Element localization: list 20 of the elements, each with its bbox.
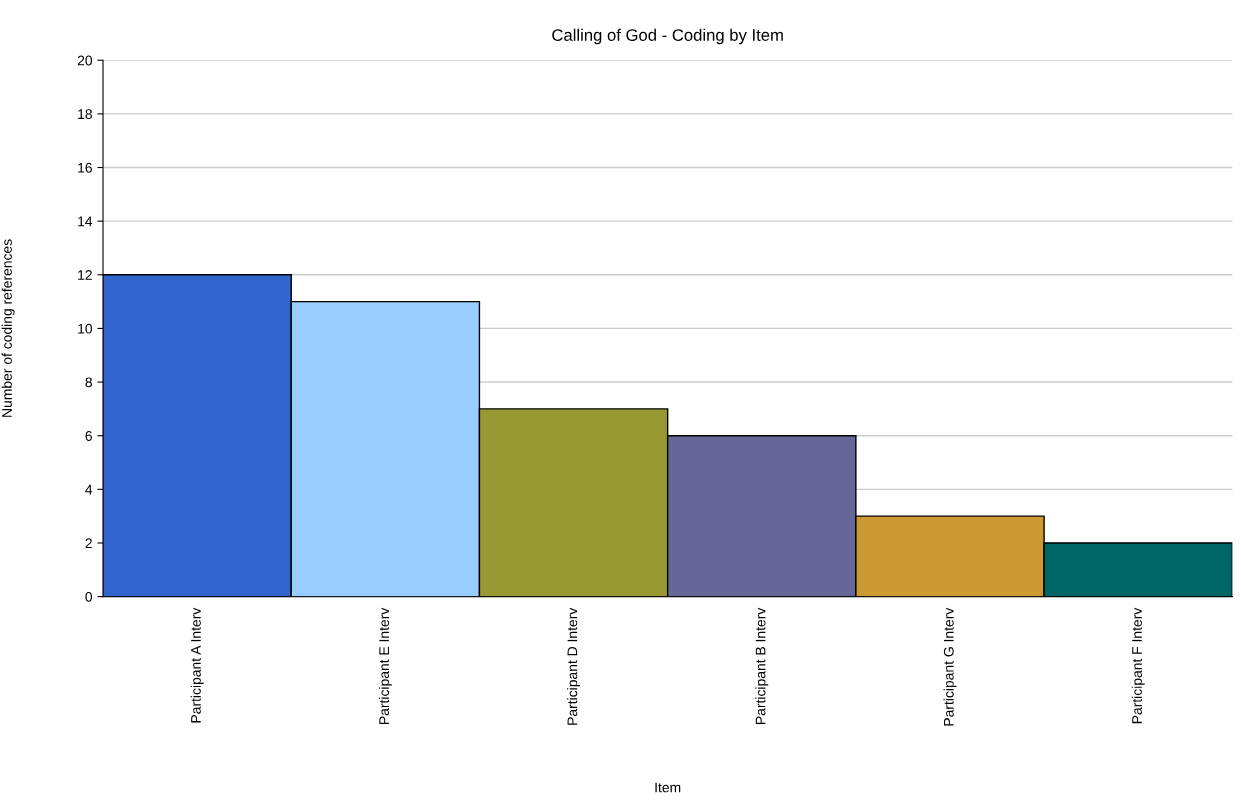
- x-tick-label: Participant A Interv: [190, 607, 204, 723]
- x-tick-label: Participant B Interv: [755, 607, 769, 724]
- x-tick-label: Participant F Interv: [1131, 607, 1145, 724]
- y-axis-title: Number of coding references: [1, 239, 15, 417]
- x-tick-label: Participant G Interv: [943, 607, 957, 726]
- y-tick-label: 2: [85, 538, 92, 549]
- chart-title: Calling of God - Coding by Item: [552, 28, 783, 45]
- y-tick-label: 6: [85, 431, 92, 441]
- y-tick-label: 0: [85, 591, 93, 602]
- x-tick-label: Participant D Interv: [567, 607, 581, 725]
- y-tick-label: 20: [77, 55, 93, 66]
- y-tick-label: 14: [78, 216, 93, 227]
- y-tick-label: 16: [78, 162, 92, 173]
- y-tick-label: 18: [78, 109, 92, 120]
- x-tick-label: Participant E Interv: [378, 607, 392, 724]
- y-tick-label: 8: [85, 377, 92, 388]
- y-tick-label: 10: [78, 323, 93, 334]
- y-tick-label: 4: [85, 484, 93, 495]
- y-tick-label: 12: [78, 270, 92, 280]
- x-axis-title: Item: [655, 782, 681, 793]
